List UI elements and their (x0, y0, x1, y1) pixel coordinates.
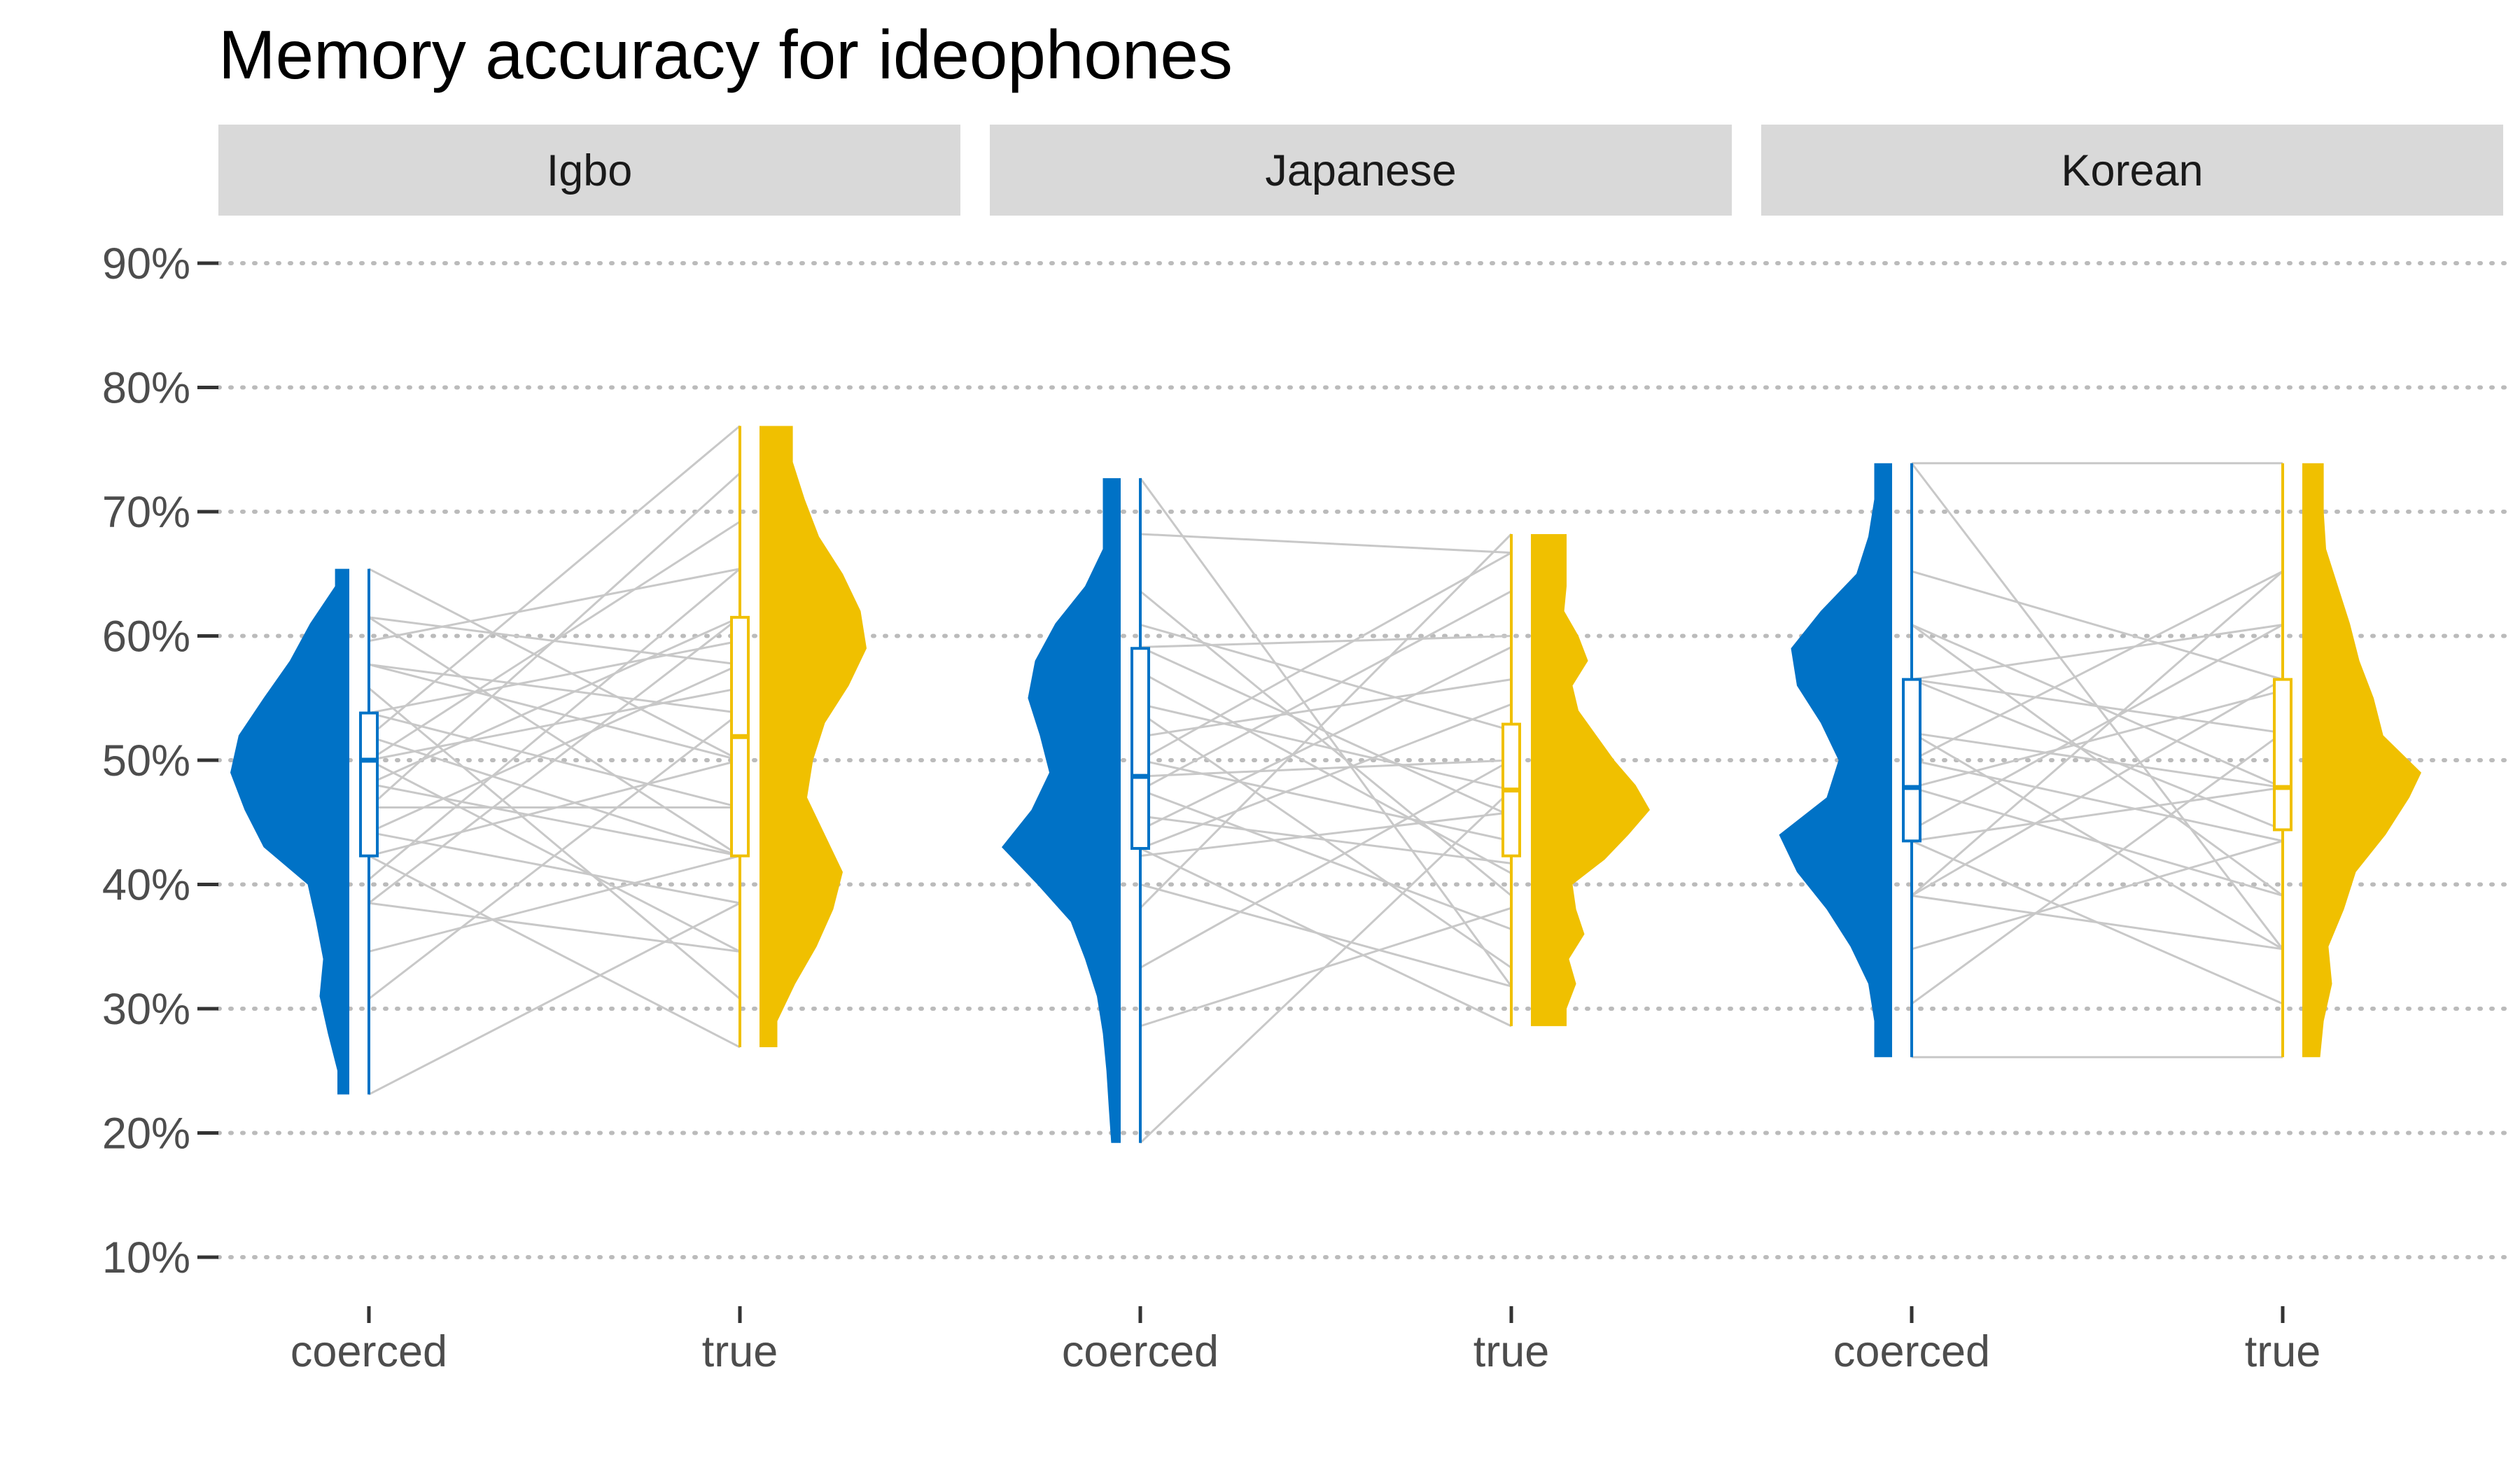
paired-line (368, 759, 741, 953)
paired-line (1140, 703, 1512, 792)
coerced-density (1002, 478, 1121, 1143)
paired-line (1140, 759, 1512, 778)
paired-line (1140, 759, 1512, 842)
paired-line (1911, 678, 2283, 897)
x-tick-label: true (702, 1327, 778, 1376)
paired-line (368, 783, 741, 858)
paired-line (368, 568, 741, 643)
paired-line (1911, 678, 2283, 831)
coerced-box (1130, 647, 1150, 850)
paired-line (368, 687, 741, 1000)
x-tick-label: true (2245, 1327, 2321, 1376)
paired-line (1911, 759, 2283, 842)
y-tick-label: 80% (102, 364, 190, 413)
y-tick-label: 70% (102, 488, 190, 537)
y-tick-label: 10% (102, 1233, 190, 1282)
paired-line (368, 663, 741, 762)
paired-line (1911, 624, 2283, 831)
facet-strip (218, 125, 960, 216)
paired-line (1140, 712, 1512, 969)
paired-lines-layer (368, 425, 2284, 1144)
paired-line (1140, 590, 1512, 791)
paired-line (1140, 906, 1512, 1028)
paired-line (368, 640, 741, 715)
y-tick-label: 30% (102, 985, 190, 1034)
paired-line (1911, 840, 2283, 1005)
paired-line (368, 616, 741, 666)
x-tick-label: coerced (1062, 1327, 1219, 1376)
paired-line (368, 831, 741, 904)
paired-line (1140, 635, 1512, 648)
x-tick-label: coerced (290, 1327, 447, 1376)
paired-line (1911, 690, 2283, 789)
x-tick-label: true (1474, 1327, 1550, 1376)
paired-line (368, 902, 741, 953)
true-density (1531, 533, 1650, 1026)
paired-line (1140, 789, 1512, 930)
coerced-box (359, 711, 379, 858)
paired-line (1140, 759, 1512, 969)
facet-label: Igbo (547, 146, 633, 195)
grid-layer (216, 261, 2508, 1259)
facet-label: Korean (2061, 146, 2203, 195)
paired-line (1140, 811, 1512, 858)
chart-title: Memory accuracy for ideophones (218, 16, 1233, 93)
paired-line (1911, 570, 2283, 897)
coerced-density (230, 568, 349, 1095)
paired-line (1140, 847, 1512, 1028)
marks-layer (230, 426, 2421, 1143)
paired-line (1911, 624, 2283, 681)
true-density (760, 426, 867, 1048)
paired-line (368, 663, 741, 715)
paired-line (368, 616, 741, 857)
facet-strip (1761, 125, 2503, 216)
paired-line (1140, 678, 1512, 738)
paired-line (1139, 477, 1513, 987)
y-tick-label: 50% (102, 736, 190, 785)
paired-line (1911, 786, 2283, 842)
y-tick-label: 20% (102, 1110, 190, 1158)
paired-line (1140, 533, 1512, 554)
paired-line (368, 568, 741, 762)
paired-line (368, 855, 741, 1049)
axis-layer: 10% 20% 30% 40% 50% 60% 70% 80% 90% Igbo coerced tr… (102, 125, 2503, 1376)
y-tick-label: 60% (102, 612, 190, 662)
paired-line (1140, 883, 1512, 988)
paired-line (1911, 839, 2283, 951)
paired-line (368, 712, 741, 808)
paired-line (1140, 552, 1512, 762)
paired-line (1911, 570, 2283, 681)
true-density (2302, 463, 2421, 1058)
y-tick-label: 90% (102, 239, 190, 288)
true-box (2273, 678, 2292, 832)
paired-line (368, 663, 741, 834)
paired-line (1140, 646, 1512, 831)
paired-line (1910, 462, 2284, 950)
paired-line (368, 735, 741, 858)
paired-line (368, 425, 741, 738)
paired-line (1911, 570, 2283, 762)
paired-line (1139, 533, 1513, 909)
paired-line (1911, 732, 2283, 951)
paired-line (1140, 671, 1512, 874)
facet-strip (990, 125, 1732, 216)
x-tick-label: coerced (1833, 1327, 1990, 1376)
paired-line (368, 687, 741, 762)
paired-line (368, 855, 741, 953)
paired-line (1911, 624, 2283, 897)
paired-line (368, 902, 741, 1096)
paired-line (1140, 590, 1512, 897)
y-tick-label: 40% (102, 861, 190, 910)
facet-label: Japanese (1265, 146, 1456, 195)
coerced-density (1779, 463, 1892, 1058)
coerced-box (1902, 678, 1921, 843)
